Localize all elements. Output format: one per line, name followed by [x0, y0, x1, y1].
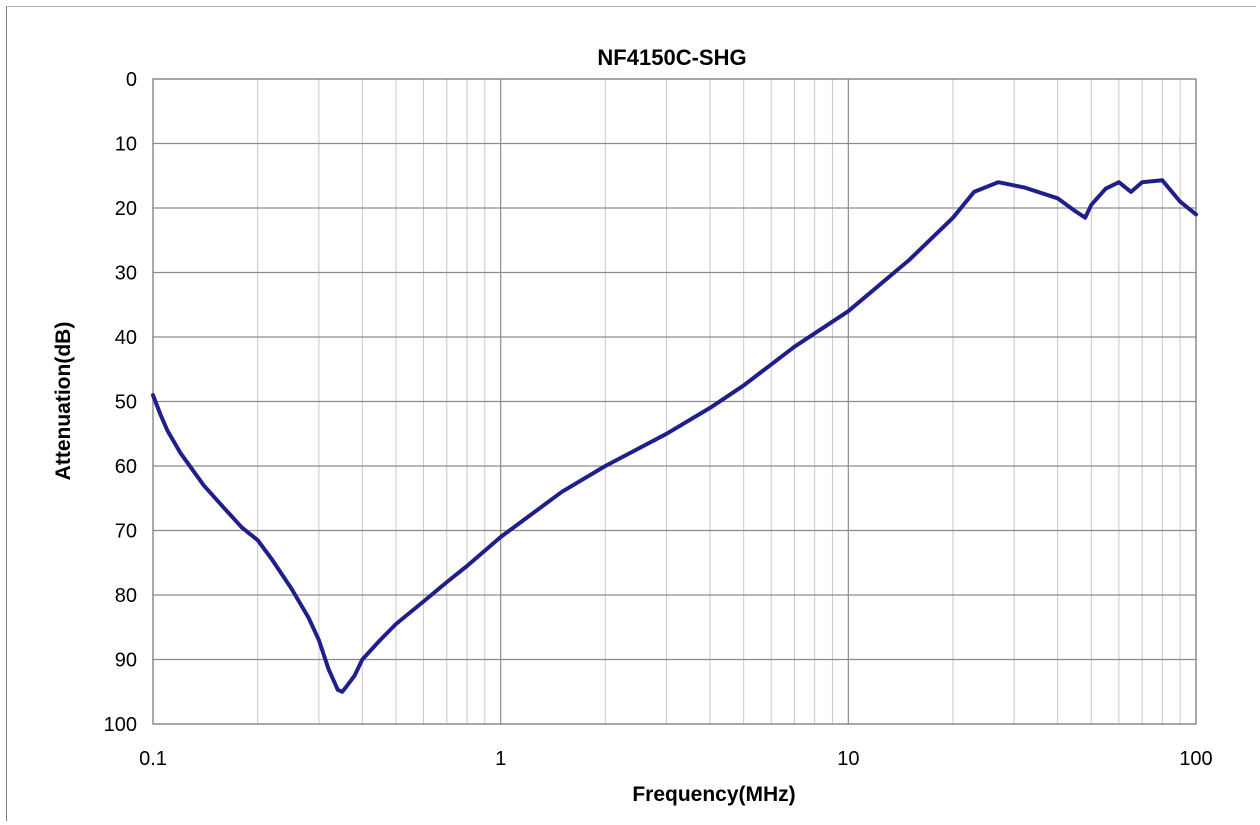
major-gridlines	[152, 78, 1197, 725]
y-tick-label: 30	[115, 263, 137, 285]
x-axis-label: Frequency(MHz)	[632, 783, 795, 806]
y-tick-label: 60	[115, 456, 137, 478]
chart-title: NF4150C-SHG	[597, 45, 746, 70]
y-tick-label: 70	[115, 521, 137, 543]
x-tick-label: 0.1	[139, 748, 167, 770]
y-tick-label: 50	[115, 392, 137, 414]
y-tick-labels: 0 10 20 30 40 50 60 70 80 90 100	[104, 69, 137, 736]
y-tick-label: 40	[115, 327, 137, 349]
y-tick-label: 80	[115, 585, 137, 607]
x-tick-labels: 0.1 1 10 100	[139, 748, 1213, 770]
chart-frame	[6, 6, 1256, 821]
y-axis-label: Attenuation(dB)	[52, 322, 75, 481]
series-layer	[151, 178, 1198, 694]
y-tick-label: 10	[115, 134, 137, 156]
plot-area-border	[152, 78, 1197, 725]
x-tick-label: 1	[495, 748, 506, 770]
y-tick-label: 100	[104, 714, 137, 736]
x-tick-label: 100	[1179, 748, 1212, 770]
y-tick-label: 0	[126, 69, 137, 91]
y-tick-label: 90	[115, 650, 137, 672]
y-tick-label: 20	[115, 198, 137, 220]
x-tick-label: 10	[837, 748, 859, 770]
series-line	[151, 178, 1198, 694]
